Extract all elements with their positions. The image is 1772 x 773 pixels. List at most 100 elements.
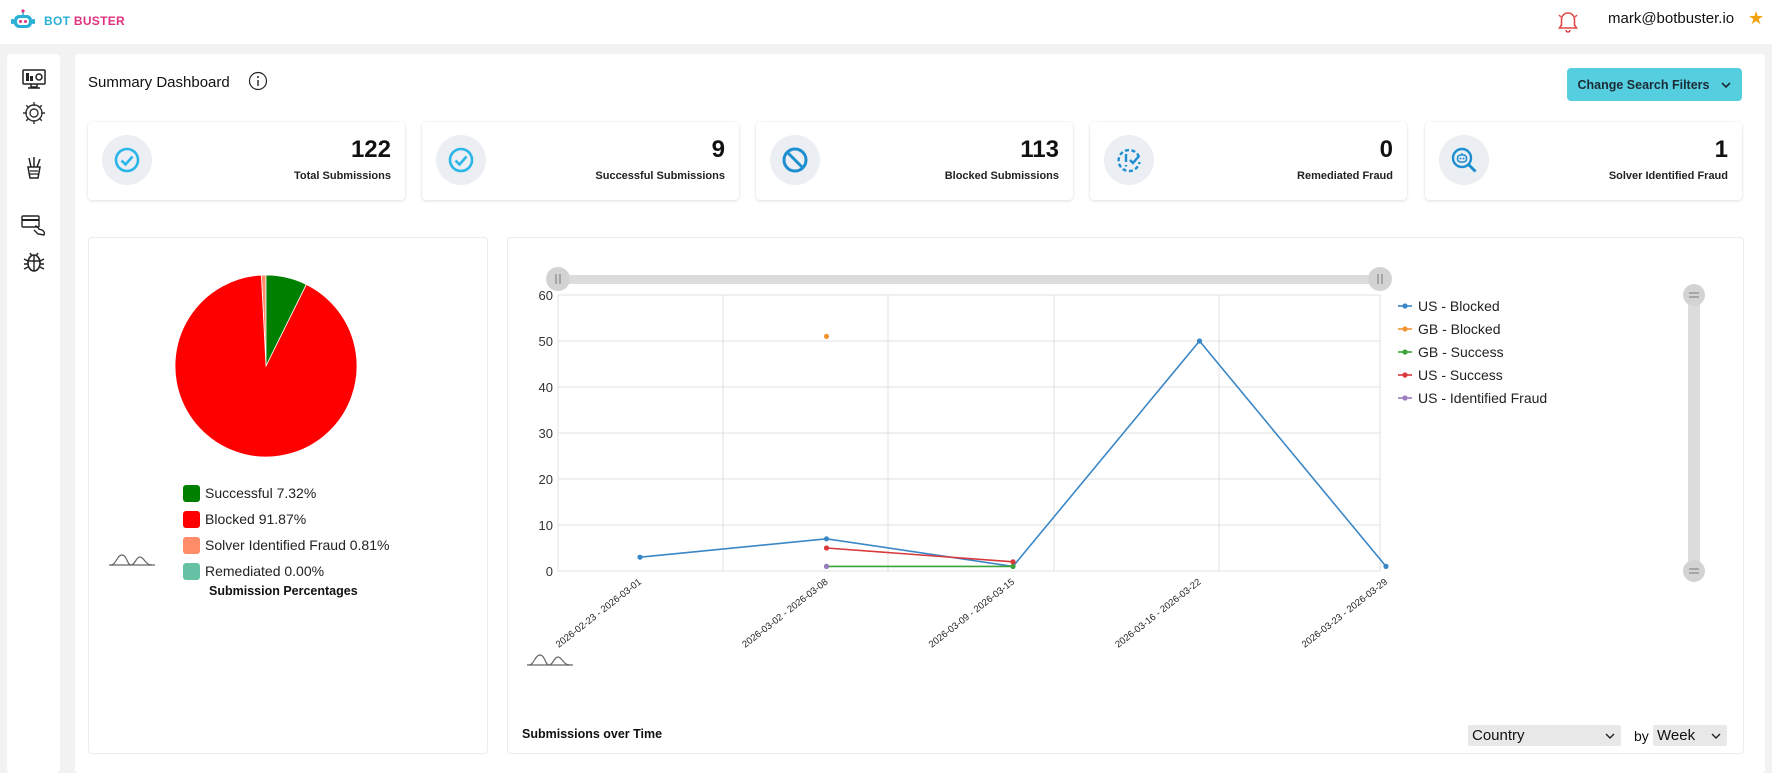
stat-value: 1 xyxy=(1714,136,1728,163)
change-search-filters-button[interactable]: Change Search Filters xyxy=(1567,68,1742,101)
sidebar-item-bugs[interactable] xyxy=(21,248,47,274)
line-legend-item[interactable]: GB - Blocked xyxy=(1398,321,1500,337)
stat-value: 9 xyxy=(711,136,725,163)
period-value: Week xyxy=(1657,727,1696,744)
data-point[interactable] xyxy=(1196,338,1203,344)
pie-chart xyxy=(174,274,358,458)
pie-chart-panel: Successful 7.32% Blocked 91.87% Solver Ide… xyxy=(88,237,488,754)
stat-value: 122 xyxy=(350,136,391,163)
group-by-select[interactable]: Country xyxy=(1468,725,1621,746)
range-slider-handle-left[interactable] xyxy=(546,267,570,291)
legend-label: Blocked 91.87% xyxy=(205,511,307,527)
stat-label: Total Submissions xyxy=(294,170,391,182)
legend-label: GB - Blocked xyxy=(1418,321,1500,337)
line-chart: 0 10 20 30 40 50 60 2026-02-23 - 2026-03-01 2026… xyxy=(539,267,1705,651)
x-tick-label: 2026-03-02 - 2026-03-08 xyxy=(740,577,830,651)
stat-card-solver-fraud: 1 Solver Identified Fraud xyxy=(1425,122,1742,200)
group-by-value: Country xyxy=(1472,727,1525,744)
brand-name-part1: BOT xyxy=(44,14,71,28)
x-tick-label: 2026-03-16 - 2026-03-22 xyxy=(1113,577,1203,651)
sidebar-item-payments[interactable] xyxy=(21,212,47,238)
stat-icon-wrap xyxy=(1439,135,1489,185)
stat-icon-wrap xyxy=(1104,135,1154,185)
y-tick-label: 60 xyxy=(539,288,553,303)
user-email[interactable]: mark@botbuster.io xyxy=(1608,10,1735,27)
stat-icon-wrap xyxy=(770,135,820,185)
data-point[interactable] xyxy=(637,554,643,560)
chart-type-icon[interactable] xyxy=(108,550,156,570)
change-search-filters-label: Change Search Filters xyxy=(1577,77,1710,92)
pie-legend-item[interactable]: Solver Identified Fraud 0.81% xyxy=(183,532,389,558)
block-icon xyxy=(782,147,808,173)
data-point[interactable] xyxy=(823,545,830,551)
pie-slice-blocked[interactable] xyxy=(174,274,358,458)
card-payment-icon xyxy=(21,215,46,236)
line-legend-item[interactable]: GB - Success xyxy=(1398,344,1504,360)
sidebar-item-settings[interactable] xyxy=(21,100,47,126)
tools-icon xyxy=(27,157,41,179)
notification-bell-icon[interactable] xyxy=(1555,9,1581,35)
robot-logo-icon xyxy=(11,9,35,28)
stat-label: Successful Submissions xyxy=(595,170,725,182)
data-point[interactable] xyxy=(1010,563,1016,569)
pie-legend-item[interactable]: Remediated 0.00% xyxy=(183,558,389,584)
range-slider-track[interactable] xyxy=(558,275,1380,284)
data-point[interactable] xyxy=(1010,559,1016,565)
data-point[interactable] xyxy=(823,563,830,569)
dashboard-icon xyxy=(22,69,46,89)
stat-card-total: 122 Total Submissions xyxy=(88,122,405,200)
series-line-us-blocked[interactable] xyxy=(639,339,1387,568)
data-point[interactable] xyxy=(1383,563,1389,569)
bug-icon xyxy=(23,252,45,272)
stat-card-blocked: 113 Blocked Submissions xyxy=(756,122,1073,200)
y-tick-label: 20 xyxy=(539,472,553,487)
top-bar: BOT BUSTER mark@botbuster.io ★ xyxy=(0,0,1772,44)
page-title: Summary Dashboard xyxy=(88,74,230,91)
x-tick-label: 2026-02-23 - 2026-03-01 xyxy=(554,577,644,651)
series-line-us-success[interactable] xyxy=(826,547,1014,563)
favorite-star-icon[interactable]: ★ xyxy=(1748,8,1765,28)
sidebar-item-dashboard[interactable] xyxy=(21,66,47,92)
data-point[interactable] xyxy=(823,333,830,339)
period-select[interactable]: Week xyxy=(1653,725,1727,746)
stat-icon-wrap xyxy=(102,135,152,185)
settings-icon xyxy=(23,102,45,124)
by-label: by xyxy=(1634,728,1649,744)
stat-label: Solver Identified Fraud xyxy=(1608,170,1728,182)
line-legend-item[interactable]: US - Success xyxy=(1398,367,1503,383)
y-tick-label: 0 xyxy=(546,564,553,579)
chevron-down-icon xyxy=(1720,81,1731,88)
zoom-slider-track[interactable] xyxy=(1688,295,1700,571)
x-tick-label: 2026-03-09 - 2026-03-15 xyxy=(927,577,1017,651)
legend-swatch xyxy=(183,510,200,528)
main-content: Summary Dashboard Change Search Filters … xyxy=(75,54,1765,773)
range-slider-handle-right[interactable] xyxy=(1368,267,1392,291)
line-chart-panel: 0 10 20 30 40 50 60 2026-02-23 - 2026-03-01 2026… xyxy=(507,237,1744,754)
stat-label: Remediated Fraud xyxy=(1297,170,1393,182)
y-tick-label: 40 xyxy=(539,380,553,395)
pie-legend: Successful 7.32% Blocked 91.87% Solver Ide… xyxy=(183,480,389,584)
info-icon[interactable] xyxy=(248,71,268,91)
x-tick-label: 2026-03-23 - 2026-03-29 xyxy=(1300,577,1390,651)
legend-label: Solver Identified Fraud 0.81% xyxy=(205,537,390,553)
line-legend-item[interactable]: US - Identified Fraud xyxy=(1398,390,1547,406)
line-legend-item[interactable]: US - Blocked xyxy=(1398,298,1500,314)
search-robot-icon xyxy=(1451,147,1477,173)
stat-card-remediated: 0 Remediated Fraud xyxy=(1090,122,1407,200)
pie-legend-item[interactable]: Successful 7.32% xyxy=(183,480,389,506)
check-circle-icon xyxy=(448,147,474,173)
brand-logo[interactable]: BOT BUSTER xyxy=(10,9,125,33)
legend-label: US - Identified Fraud xyxy=(1418,390,1547,406)
zoom-slider-handle-bottom[interactable] xyxy=(1683,560,1705,582)
legend-swatch xyxy=(183,484,200,502)
zoom-slider-handle-top[interactable] xyxy=(1683,284,1705,306)
chart-type-icon[interactable] xyxy=(526,650,574,670)
line-caption: Submissions over Time xyxy=(522,727,663,741)
chevron-down-icon xyxy=(1711,733,1721,739)
y-tick-label: 50 xyxy=(539,334,553,349)
data-point[interactable] xyxy=(823,536,830,542)
sidebar-item-tools[interactable] xyxy=(21,155,47,181)
pie-legend-item[interactable]: Blocked 91.87% xyxy=(183,506,389,532)
stat-value: 0 xyxy=(1379,136,1393,163)
legend-swatch xyxy=(183,536,200,554)
